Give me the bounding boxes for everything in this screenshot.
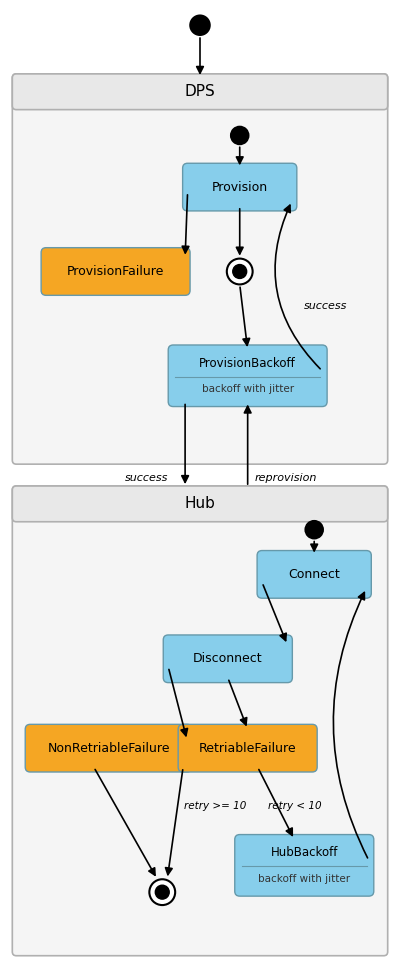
Text: backoff with jitter: backoff with jitter	[202, 384, 294, 395]
Text: Hub: Hub	[184, 497, 216, 511]
Circle shape	[155, 885, 169, 899]
Text: Connect: Connect	[288, 568, 340, 581]
FancyBboxPatch shape	[41, 248, 190, 295]
Text: retry < 10: retry < 10	[268, 801, 321, 811]
Text: DPS: DPS	[185, 85, 215, 99]
Text: RetriableFailure: RetriableFailure	[199, 742, 296, 754]
Text: NonRetriableFailure: NonRetriableFailure	[47, 742, 170, 754]
FancyBboxPatch shape	[12, 74, 388, 465]
FancyBboxPatch shape	[235, 835, 374, 896]
Text: ProvisionFailure: ProvisionFailure	[67, 265, 164, 278]
Circle shape	[231, 126, 249, 145]
FancyBboxPatch shape	[25, 724, 192, 772]
FancyBboxPatch shape	[168, 345, 327, 406]
Text: success: success	[125, 473, 168, 483]
FancyBboxPatch shape	[183, 163, 297, 211]
Circle shape	[149, 880, 175, 905]
FancyBboxPatch shape	[12, 486, 388, 522]
Circle shape	[227, 259, 253, 285]
Text: reprovision: reprovision	[255, 473, 317, 483]
Text: retry >= 10: retry >= 10	[184, 801, 246, 811]
FancyBboxPatch shape	[257, 550, 371, 598]
Circle shape	[305, 521, 323, 538]
FancyBboxPatch shape	[178, 724, 317, 772]
Text: backoff with jitter: backoff with jitter	[258, 874, 350, 884]
Circle shape	[233, 264, 247, 278]
FancyBboxPatch shape	[12, 74, 388, 110]
Text: HubBackoff: HubBackoff	[270, 847, 338, 859]
FancyBboxPatch shape	[163, 635, 292, 682]
Text: Disconnect: Disconnect	[193, 652, 263, 665]
FancyBboxPatch shape	[12, 486, 388, 955]
Circle shape	[190, 16, 210, 35]
Text: ProvisionBackoff: ProvisionBackoff	[199, 357, 296, 370]
Text: Provision: Provision	[212, 181, 268, 193]
Text: success: success	[304, 301, 348, 311]
